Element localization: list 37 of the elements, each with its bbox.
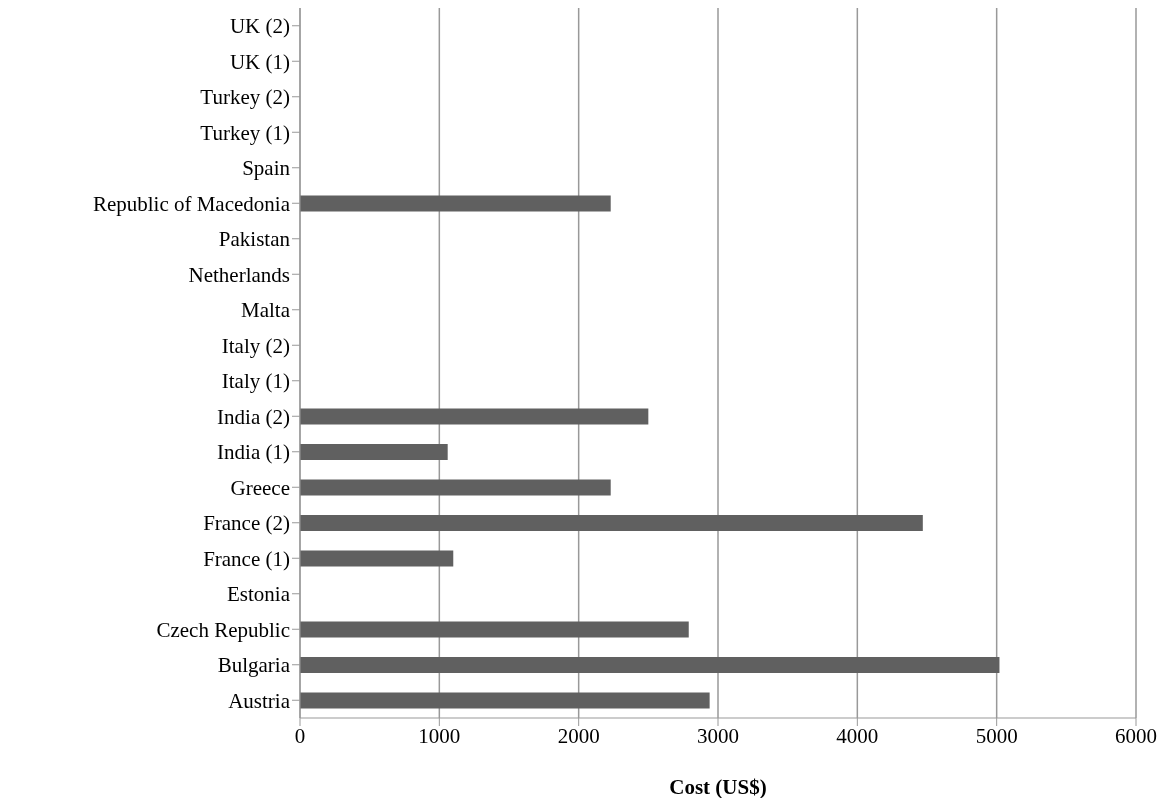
y-tick-label: Czech Republic xyxy=(156,617,290,642)
y-tick-label: Republic of Macedonia xyxy=(92,191,291,216)
y-tick-label: Turkey (2) xyxy=(200,85,291,110)
x-tick-label: 6000 xyxy=(1115,723,1157,748)
y-tick-label: Italy (2) xyxy=(221,333,290,358)
y-tick-label: Turkey (1) xyxy=(200,120,291,145)
y-tick-label: France (1) xyxy=(203,546,290,571)
y-tick-label: Bulgaria xyxy=(217,653,291,678)
y-tick-label: Netherlands xyxy=(188,262,290,287)
bar xyxy=(300,621,689,638)
bar xyxy=(300,515,923,531)
x-tick-label: 1000 xyxy=(418,723,461,748)
x-tick-label: 5000 xyxy=(975,723,1018,748)
x-tick-label: 0 xyxy=(294,723,306,748)
bar xyxy=(300,195,611,212)
bar xyxy=(300,657,1000,673)
bar xyxy=(300,444,448,460)
y-tick-label: France (2) xyxy=(203,511,290,536)
bar xyxy=(300,550,454,567)
y-tick-label: Italy (1) xyxy=(221,369,290,394)
y-tick-label: Greece xyxy=(230,475,290,500)
y-tick-label: UK (2) xyxy=(229,14,290,39)
y-tick-label: Pakistan xyxy=(218,227,291,252)
y-tick-label: India (1) xyxy=(217,440,290,465)
x-axis-title: Cost (US$) xyxy=(669,775,767,799)
y-tick-label: Estonia xyxy=(227,582,291,607)
x-tick-label: 3000 xyxy=(697,723,739,748)
bar xyxy=(300,408,649,425)
x-tick-label: 2000 xyxy=(557,723,600,748)
y-tick-label: India (2) xyxy=(217,404,290,429)
y-tick-label: Austria xyxy=(228,688,291,713)
bar xyxy=(300,692,710,709)
y-tick-label: Spain xyxy=(242,156,291,181)
bar xyxy=(300,479,611,496)
y-tick-label: UK (1) xyxy=(229,49,290,74)
y-tick-label: Malta xyxy=(241,298,291,323)
x-tick-label: 4000 xyxy=(836,723,879,748)
